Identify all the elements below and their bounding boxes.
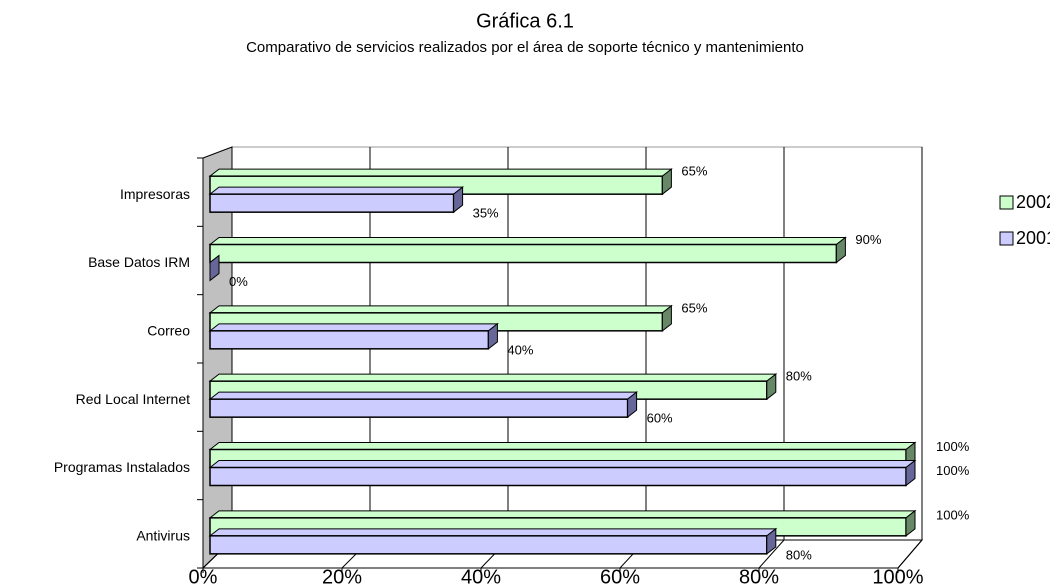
x-tick-label: 0% xyxy=(189,566,218,587)
bar-side xyxy=(905,459,916,487)
y-tick-label: Base Datos IRM xyxy=(88,254,190,270)
bar-side xyxy=(627,391,638,419)
bar-side xyxy=(766,527,777,555)
x-tick-label: 80% xyxy=(739,566,779,587)
bar-top xyxy=(208,391,639,400)
chart-subtitle: Comparativo de servicios realizados por … xyxy=(246,39,804,56)
bar-side xyxy=(487,322,498,350)
data-label: 80% xyxy=(786,369,812,384)
bar-side xyxy=(453,186,464,214)
bar-top xyxy=(208,510,917,519)
bar-top xyxy=(208,186,465,195)
bar-top xyxy=(208,460,917,468)
y-tick-label: Impresoras xyxy=(120,186,190,202)
bar-side xyxy=(661,304,672,332)
data-label: 100% xyxy=(936,439,970,454)
bar-side xyxy=(835,236,846,264)
data-label: 90% xyxy=(855,232,881,247)
data-label: 100% xyxy=(936,463,970,478)
bar xyxy=(209,535,768,555)
y-tick-label: Programas Instalados xyxy=(54,459,190,475)
bar-top xyxy=(208,373,778,382)
bar-side xyxy=(661,168,672,196)
x-tick-label: 20% xyxy=(322,566,362,587)
data-label: 65% xyxy=(681,164,707,179)
bar-top xyxy=(208,528,778,537)
data-label: 100% xyxy=(936,507,970,522)
bar-top xyxy=(208,168,673,177)
x-tick-label: 100% xyxy=(872,566,923,587)
data-label: 60% xyxy=(647,411,673,426)
floor-grid xyxy=(897,539,923,569)
bar-top xyxy=(208,305,673,314)
data-label: 0% xyxy=(229,274,248,289)
legend-swatch xyxy=(999,231,1014,246)
bar xyxy=(209,398,629,418)
data-label: 40% xyxy=(507,342,533,357)
floor-grid xyxy=(758,539,785,569)
bar xyxy=(209,466,907,487)
bar-top xyxy=(208,323,499,332)
bar-side xyxy=(209,254,220,282)
y-tick-label: Antivirus xyxy=(136,528,190,544)
bar-top xyxy=(208,442,917,450)
legend-swatch xyxy=(999,195,1014,210)
x-tick-label: 60% xyxy=(600,566,640,587)
bar-side xyxy=(766,373,777,401)
bar-top xyxy=(208,237,847,245)
bar-side xyxy=(905,509,916,537)
chart-title: Gráfica 6.1 xyxy=(476,10,574,32)
bar xyxy=(209,193,455,213)
bar xyxy=(209,243,838,264)
x-tick-label: 40% xyxy=(461,566,501,587)
data-label: 35% xyxy=(473,206,499,221)
y-tick-label: Red Local Internet xyxy=(76,391,191,407)
y-tick-label: Correo xyxy=(147,323,190,339)
data-label: 65% xyxy=(681,300,707,315)
data-label: 80% xyxy=(786,547,812,562)
bar xyxy=(209,330,490,350)
legend-label: 2001 xyxy=(1016,228,1050,248)
